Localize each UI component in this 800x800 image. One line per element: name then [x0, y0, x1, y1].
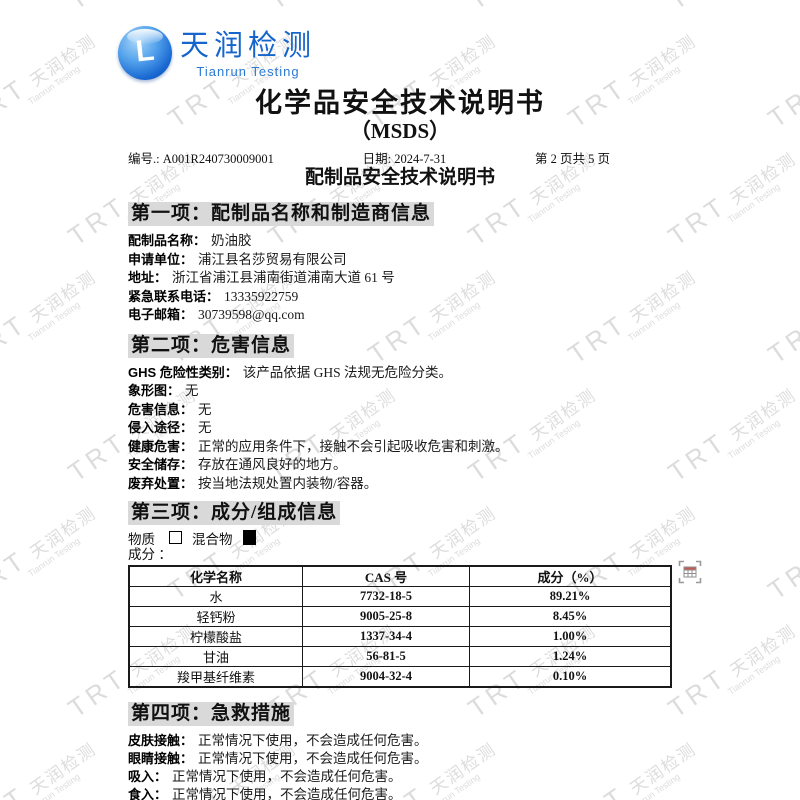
- field-eye-contact: 眼睛接触： 正常情况下使用，不会造成任何危害。: [128, 751, 428, 766]
- serial-value: A001R240730009001: [162, 152, 274, 166]
- substance-checkbox-unchecked: [169, 531, 182, 544]
- table-glyph: [678, 560, 702, 584]
- logo-text: 天润检测 Tianrun Testing: [180, 26, 317, 79]
- field-applicant: 申请单位： 浦江县名莎贸易有限公司: [128, 251, 347, 267]
- col-percentage: 成分（%）: [469, 565, 672, 587]
- document-subtitle: 配制品安全技术说明书: [304, 167, 495, 188]
- field-email: 电子邮箱： 30739598@qq.com: [128, 307, 305, 322]
- matter-type-row: 物质 混合物: [128, 529, 672, 547]
- field-emergency-phone: 紧急联系电话： 13335922759: [128, 288, 299, 304]
- field-disposal: 废弃处置： 按当地法规处置内装物/容器。: [128, 475, 378, 491]
- section1-fields: 配制品名称： 奶油胶 申请单位： 浦江县名莎贸易有限公司 地址： 浙江省浦江县浦南街道…: [128, 232, 672, 325]
- page-indicator: 第 2 页共 5 页: [534, 152, 610, 166]
- field-safe-storage: 安全储存： 存放在通风良好的地方。: [128, 457, 347, 472]
- document-date: 日期: 2024-7-31: [363, 148, 447, 167]
- logo-letter: L: [134, 33, 156, 69]
- section3-heading: 第三项：成分/组成信息: [128, 501, 341, 525]
- serial-number: 编号.: A001R240730009001: [128, 148, 274, 167]
- composition-label: 成分 ：: [128, 547, 172, 562]
- document-meta-row: 编号.: A001R240730009001 日期: 2024-7-31 第 2…: [128, 148, 672, 167]
- field-product-name: 配制品名称： 奶油胶: [128, 233, 252, 248]
- col-cas-number: CAS 号: [301, 565, 471, 587]
- section2-heading: 第二项：危害信息: [128, 333, 295, 358]
- composition-header-row: 化学名称 CAS 号 成分（%）: [128, 565, 672, 587]
- section1-heading: 第一项：配制品名称和制造商信息: [128, 202, 435, 226]
- field-hazard-info: 危害信息：无: [128, 401, 212, 417]
- section4-heading: 第四项：急救措施: [128, 702, 295, 726]
- table-row: 羧甲基纤维素 9004-32-4 0.10%: [128, 666, 672, 688]
- field-inhalation: 吸入： 正常情况下使用，不会造成任何危害。: [128, 769, 402, 784]
- field-ghs-class: GHS 危险性类别： 该产品依据 GHS 法规无危险分类。: [128, 364, 453, 380]
- document-title: 化学品安全技术说明书: [255, 88, 545, 118]
- table-row: 柠檬酸盐 1337-34-4 1.00%: [128, 626, 672, 647]
- date-value: 2024-7-31: [394, 152, 447, 166]
- table-row: 甘油 56-81-5 1.24%: [128, 646, 672, 667]
- serial-label: 编号.:: [128, 152, 160, 166]
- field-pictogram: 象形图：无: [128, 383, 199, 398]
- composition-table: 化学名称 CAS 号 成分（%） 水 7732-18-5 89.21% 轻钙粉 …: [128, 565, 672, 688]
- field-ingestion: 食入： 正常情况下使用，不会造成任何危害。: [128, 787, 402, 800]
- col-chemical-name: 化学名称: [128, 565, 303, 587]
- company-logo: L 天润检测 Tianrun Testing: [118, 26, 672, 84]
- field-health-hazard: 健康危害： 正常的应用条件下，接触不会引起吸收危害和刺激。: [128, 438, 509, 454]
- logo-globe-icon: L: [118, 26, 172, 80]
- section4-fields: 皮肤接触： 正常情况下使用，不会造成任何危害。 眼睛接触： 正常情况下使用，不会造成…: [128, 732, 672, 800]
- field-exposure-route: 侵入途径：无: [128, 420, 212, 435]
- section2-fields: GHS 危险性类别： 该产品依据 GHS 法规无危险分类。 象形图：无 危害信息：…: [128, 364, 672, 494]
- field-skin-contact: 皮肤接触： 正常情况下使用，不会造成任何危害。: [128, 733, 428, 748]
- field-address: 地址： 浙江省浦江县浦南街道浦南大道 61 号: [128, 270, 395, 285]
- table-row: 水 7732-18-5 89.21%: [128, 586, 672, 607]
- logo-name-cn: 天润检测: [180, 30, 317, 62]
- logo-name-en: Tianrun Testing: [196, 64, 300, 79]
- date-label: 日期:: [362, 152, 392, 166]
- table-row: 轻钙粉 9005-25-8 8.45%: [128, 606, 672, 627]
- document-content: L 天润检测 Tianrun Testing 化学品安全技术说明书 （MSDS）…: [118, 0, 672, 800]
- mixture-checkbox-checked: [242, 530, 256, 545]
- document-title-msds: （MSDS）: [349, 119, 451, 143]
- table-select-icon[interactable]: [678, 560, 702, 584]
- mixture-label: 混合物: [192, 531, 233, 547]
- substance-label: 物质: [128, 531, 155, 547]
